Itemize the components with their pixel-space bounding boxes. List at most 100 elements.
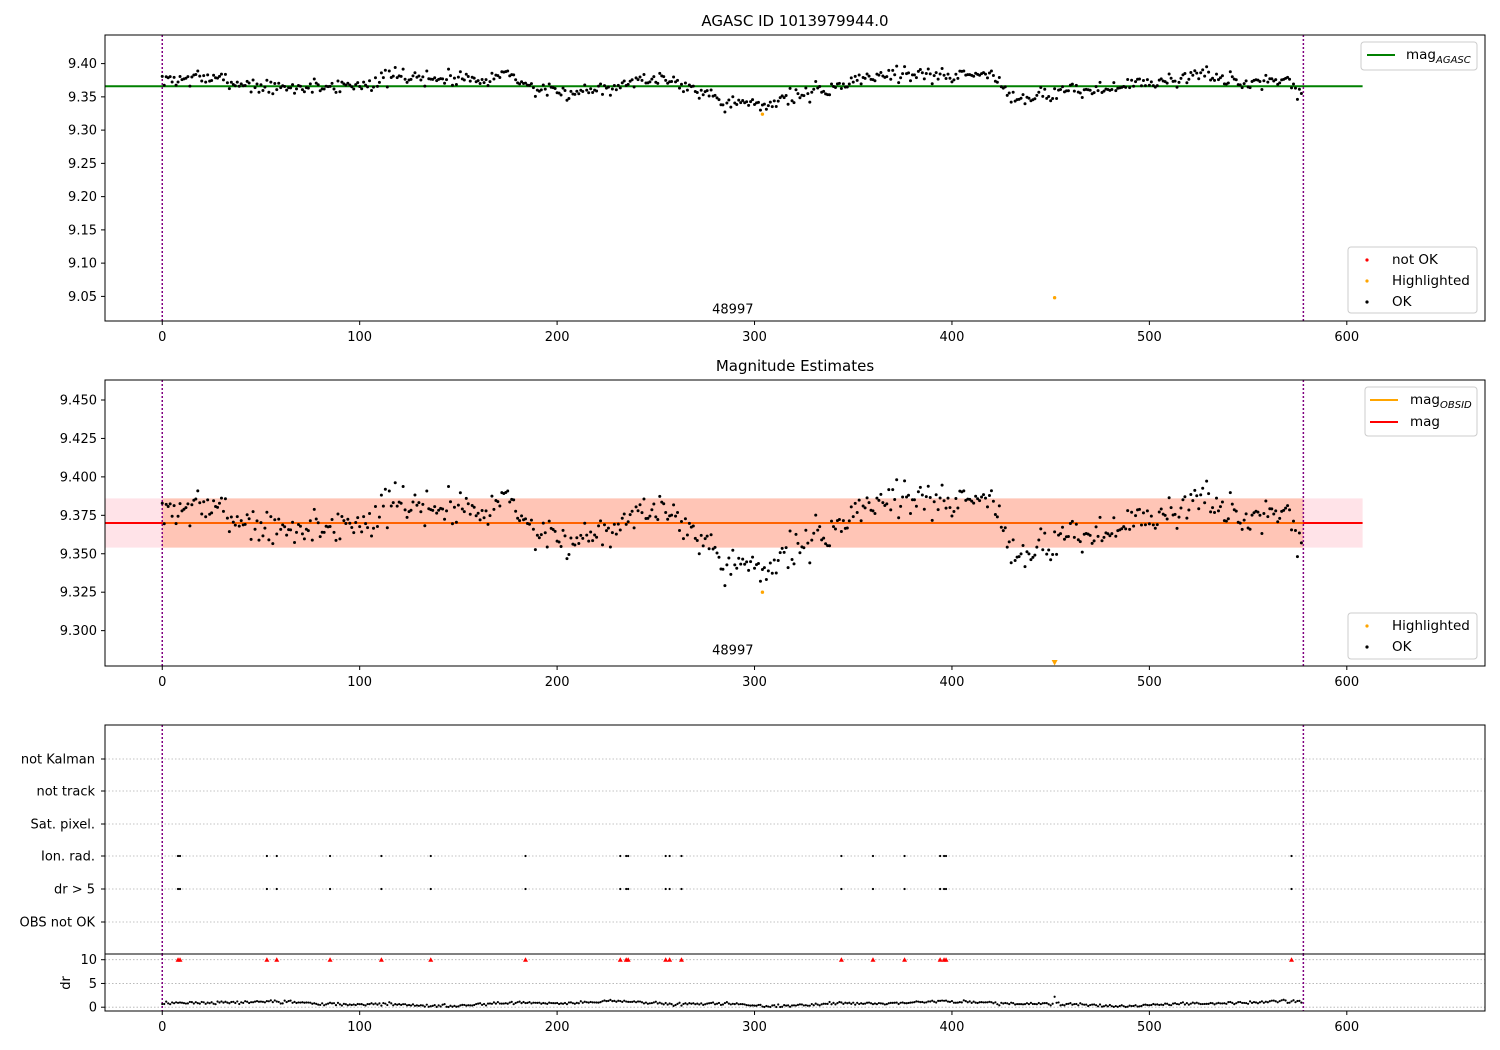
data-point [780,546,784,550]
dr-point [636,1000,640,1003]
data-point [480,508,484,512]
data-point [172,75,176,79]
data-point [1230,502,1234,506]
data-point [441,507,445,511]
dr-point [425,1003,428,1006]
x-tick-label: 100 [347,330,372,345]
dr-point [1262,1001,1265,1004]
dr-point [810,1002,813,1006]
dr-point [1089,1003,1092,1007]
data-point [514,78,518,82]
dr-point [370,1002,373,1005]
data-point [1207,492,1211,496]
dr-point [846,1002,849,1005]
data-point [954,72,958,76]
dr-point [674,1003,677,1007]
data-point [1066,89,1070,93]
dr-point [956,1001,959,1004]
dr-point [715,1002,719,1005]
data-point [478,82,482,86]
dr-point [939,999,942,1002]
dr-point [601,1000,604,1003]
data-point [371,85,375,89]
data-point [715,96,719,100]
dr-point [1171,1002,1175,1005]
data-point [462,78,466,82]
dr-point [1193,1002,1196,1005]
dr-point [638,1000,642,1003]
flag-point [664,887,667,891]
data-point [989,489,993,493]
data-point [1062,537,1066,541]
data-point [891,488,895,492]
data-point [865,72,869,76]
dr-point [212,1002,215,1005]
data-point [1282,508,1286,512]
dr-point [579,1000,582,1003]
dr-point [1008,1003,1011,1006]
data-point [601,92,605,96]
data-point [1207,70,1211,74]
dr-point [554,1002,557,1005]
dr-point [328,1001,332,1004]
data-point [425,69,429,73]
dr-exceed-marker [667,957,673,962]
data-point [551,527,555,531]
data-point [1047,95,1051,99]
data-point [1295,555,1299,559]
flag-point [178,854,182,858]
data-point [490,494,494,498]
data-point [1009,561,1013,565]
data-point [524,81,528,85]
dr-point [1286,1001,1289,1004]
dr-point [775,1005,778,1009]
dr-point [577,1002,580,1005]
data-point [1173,512,1177,516]
data-point [1299,91,1303,95]
dr-point [909,1001,912,1004]
dr-point [1154,1003,1157,1006]
data-point [316,521,320,525]
data-point [1183,495,1187,499]
data-point [705,89,709,93]
data-point [520,80,524,84]
dr-point [968,1000,971,1003]
data-point [942,73,946,77]
flag-point [524,887,527,891]
data-point [306,529,310,533]
data-point [1021,544,1025,548]
data-point [634,76,638,80]
data-point [1005,545,1009,549]
dr-point [311,1002,314,1005]
data-point [989,69,993,73]
flag-category-label: not track [36,785,95,800]
data-point [531,527,535,531]
data-point [697,552,701,556]
dr-exceed-marker [870,957,876,962]
data-point [433,505,437,509]
data-point [421,75,425,79]
data-point [484,509,488,513]
data-point [715,551,719,555]
data-point [405,80,409,84]
dr-point [504,1002,507,1005]
dr-point [352,1003,355,1006]
legend-subscript: AGASC [1435,55,1471,66]
dr-point [283,999,286,1002]
data-point [1134,514,1138,518]
dr-point [384,1002,387,1005]
dr-point [214,1003,217,1006]
dr-point [330,1002,334,1005]
legend-marker [1365,645,1369,649]
dr-point [680,1004,683,1007]
obsid-annotation: 48997 [712,302,753,317]
data-point [409,508,413,512]
data-point [1203,74,1207,78]
data-point [751,555,755,559]
dr-point [394,1003,397,1006]
dr-point [589,1000,592,1004]
dr-point [1010,1001,1013,1004]
flag-point [627,887,630,891]
data-point [1059,87,1063,91]
dr-point [1221,1002,1224,1005]
